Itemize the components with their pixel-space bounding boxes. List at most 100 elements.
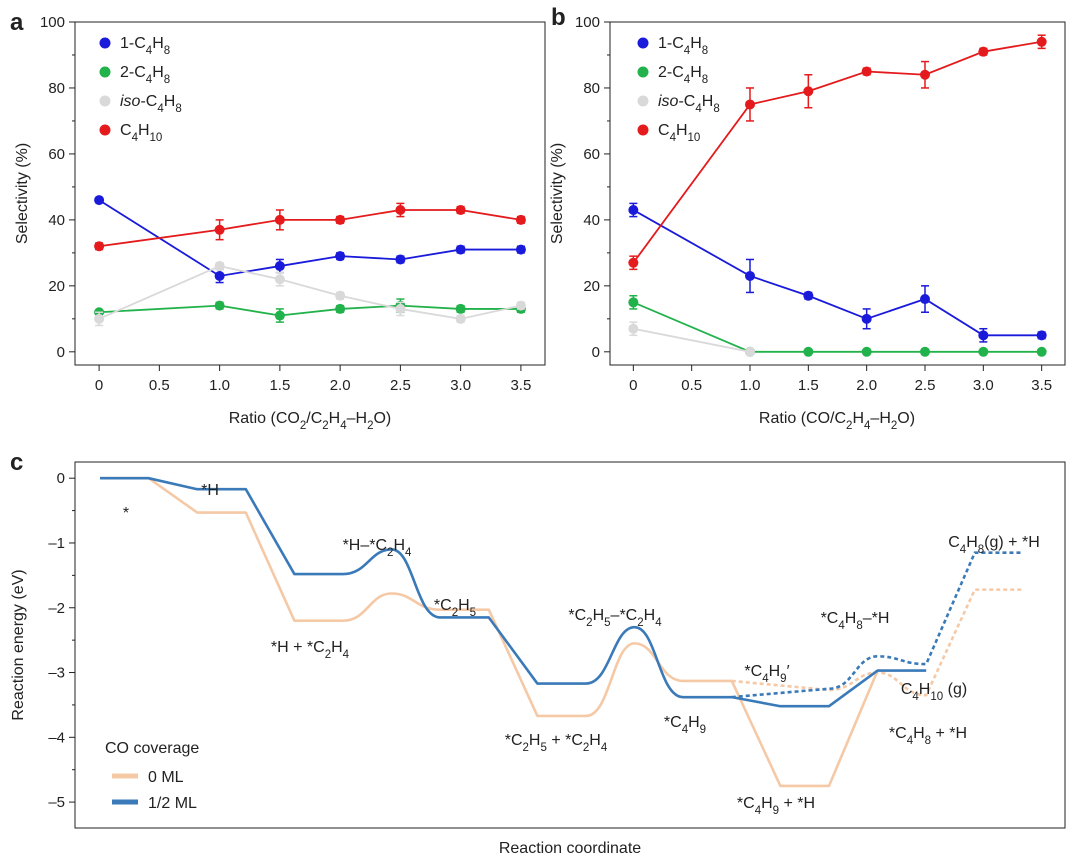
y-tick-label: 0 (592, 344, 600, 361)
plot-frame (74, 461, 1066, 829)
panel-a: a 0 20 40 60 80 100 0 0.5 1.0 1.5 2.0 2.5 3.0 3.5 Ratio… (10, 9, 546, 432)
series-C4H10 (94, 202, 526, 252)
state-label-c4h9-prime: *C4H9′ (744, 663, 789, 685)
state-label-star: * (123, 505, 129, 522)
data-point (274, 310, 285, 321)
state-label-c4h10g: C4H10 (g) (901, 681, 967, 703)
y-tick-label: 100 (575, 14, 600, 31)
y-tick-label: 20 (48, 278, 65, 295)
data-point (214, 261, 225, 272)
state-label-c4h8g-plus-h: C4H8(g) + *H (948, 534, 1040, 556)
x-tick-label: 0 (95, 377, 103, 394)
data-point (214, 300, 225, 311)
state-label-h-c2h4-ts: *H–*C2H4 (343, 537, 412, 559)
series-iso-C4H8 (628, 321, 755, 357)
data-point (628, 204, 639, 215)
x-tick-label: 3.5 (510, 377, 531, 394)
legend-label: C4H10 (120, 122, 162, 144)
series-iso-C4H8 (94, 261, 526, 327)
data-point (515, 214, 526, 225)
data-point (920, 69, 930, 80)
data-point (745, 270, 755, 281)
legend-label: 0 ML (148, 769, 184, 786)
data-point (335, 214, 346, 225)
legend-label: 2-C4H8 (658, 64, 708, 86)
series-1/2 ML (100, 476, 1024, 708)
y-axis-label: Selectivity (%) (549, 143, 566, 244)
x-tick-label: 0 (629, 377, 637, 394)
series-C4H10 (628, 34, 1047, 271)
legend-marker (637, 66, 649, 78)
legend-label: 1-C4H8 (658, 35, 708, 57)
data-point (94, 195, 105, 206)
legend-label: C4H10 (658, 122, 700, 144)
x-tick-label: 2.0 (330, 377, 351, 394)
data-point (920, 346, 930, 357)
energy-path-dotted (731, 588, 1024, 697)
legend-marker (99, 37, 111, 49)
legend-label: 1/2 ML (148, 795, 197, 812)
x-tick-label: 1.5 (269, 377, 290, 394)
data-point (1036, 330, 1047, 341)
data-point (1036, 346, 1047, 357)
data-point (745, 99, 755, 110)
y-tick-label: 60 (48, 146, 65, 163)
y-tick-label: –2 (48, 600, 65, 617)
legend: 1-C4H8 2-C4H8 iso-C4H8 C4H10 (637, 35, 720, 144)
panel-label: b (551, 4, 566, 31)
x-tick-label: 3.0 (450, 377, 471, 394)
state-label-h: *H (201, 482, 219, 499)
state-label-c4h9: *C4H9 (664, 714, 706, 736)
x-tick-label: 0.5 (681, 377, 702, 394)
data-point (214, 270, 225, 281)
energy-path-dotted (731, 551, 1024, 699)
data-point (335, 290, 346, 301)
data-point (455, 303, 466, 314)
data-point (455, 313, 466, 324)
y-axis-label: Selectivity (%) (14, 143, 31, 244)
data-point (395, 204, 406, 215)
x-tick-label: 2.5 (390, 377, 411, 394)
legend-label: iso-C4H8 (658, 93, 720, 115)
legend-label: 2-C4H8 (120, 64, 170, 86)
plot-frame (609, 21, 1066, 366)
legend: CO coverage 0 ML 1/2 ML (105, 740, 199, 812)
data-point (920, 294, 930, 305)
x-axis-label: Reaction coordinate (499, 840, 641, 857)
y-tick-label: 40 (583, 212, 600, 229)
legend-marker (637, 95, 649, 107)
legend-marker (99, 95, 111, 107)
data-point (803, 86, 814, 97)
y-tick-label: 0 (57, 344, 65, 361)
panel-label: a (10, 9, 24, 36)
legend-label: iso-C4H8 (120, 93, 182, 115)
y-tick-label: 0 (57, 470, 65, 487)
data-point (395, 303, 406, 314)
data-point (861, 66, 872, 77)
data-point (861, 313, 872, 324)
data-point (274, 261, 285, 272)
legend: 1-C4H8 2-C4H8 iso-C4H8 C4H10 (99, 35, 182, 144)
x-tick-label: 2.5 (915, 377, 936, 394)
state-label-c2h5: *C2H5 (434, 597, 476, 619)
state-label-c2h5-c2h4-ts: *C2H5–*C2H4 (568, 607, 662, 629)
data-point (335, 303, 346, 314)
x-tick-label: 0.5 (149, 377, 170, 394)
y-tick-label: –3 (48, 665, 65, 682)
y-tick-label: 100 (40, 14, 65, 31)
series-1-C4H8 (94, 195, 526, 284)
y-tick-label: –4 (48, 729, 65, 746)
data-point (978, 346, 989, 357)
data-point (803, 346, 814, 357)
panel-b: b 0 20 40 60 80 100 0 0.5 1.0 1.5 2.0 2.5 3.0 3.5 Ratio… (549, 4, 1066, 432)
data-point (628, 257, 639, 268)
data-point (628, 323, 639, 334)
series-line (633, 327, 751, 353)
state-label-c2h5-plus-c2h4: *C2H5 + *C2H4 (505, 732, 608, 754)
data-point (455, 244, 466, 255)
x-tick-label: 1.5 (798, 377, 819, 394)
series-line (632, 301, 1042, 353)
data-point (455, 204, 466, 215)
data-point (94, 241, 105, 252)
